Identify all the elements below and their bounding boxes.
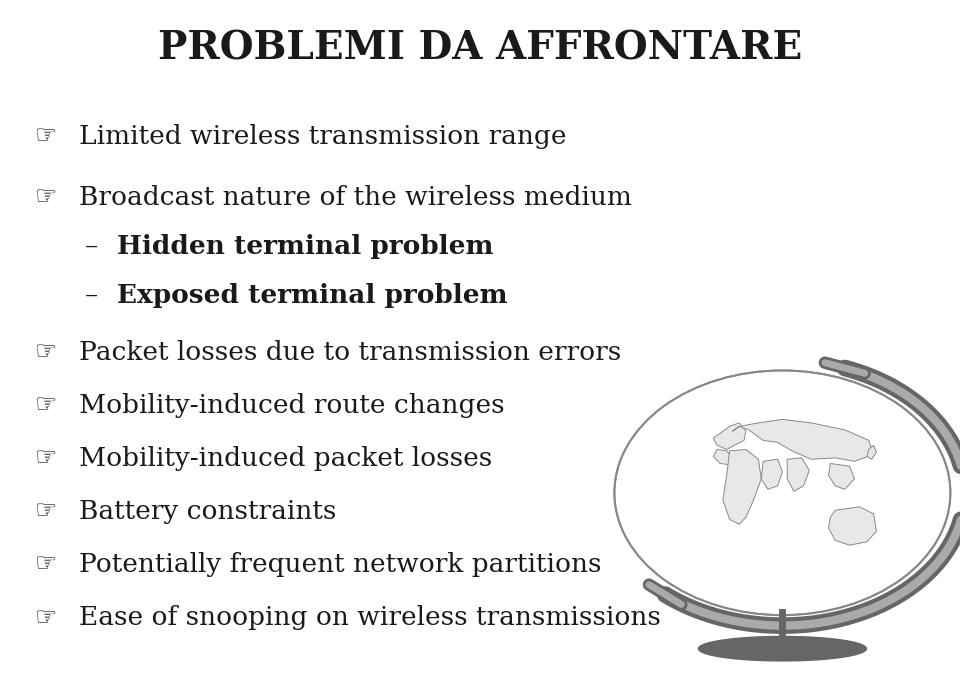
PathPatch shape [867, 445, 876, 459]
PathPatch shape [828, 463, 854, 489]
PathPatch shape [713, 423, 746, 449]
Text: ☞: ☞ [35, 394, 58, 417]
Text: Potentially frequent network partitions: Potentially frequent network partitions [79, 552, 601, 577]
PathPatch shape [787, 458, 809, 491]
PathPatch shape [828, 507, 876, 545]
Text: Broadcast nature of the wireless medium: Broadcast nature of the wireless medium [79, 185, 632, 210]
Text: Exposed terminal problem: Exposed terminal problem [117, 283, 508, 308]
Text: ☞: ☞ [35, 553, 58, 577]
Text: PROBLEMI DA AFFRONTARE: PROBLEMI DA AFFRONTARE [157, 30, 803, 68]
Text: Packet losses due to transmission errors: Packet losses due to transmission errors [79, 340, 621, 365]
Text: Ease of snooping on wireless transmissions: Ease of snooping on wireless transmissio… [79, 605, 660, 630]
Text: ☞: ☞ [35, 340, 58, 364]
Text: –: – [84, 234, 98, 259]
Text: ☞: ☞ [35, 447, 58, 470]
Text: –: – [84, 283, 98, 308]
PathPatch shape [761, 459, 782, 489]
Text: Hidden terminal problem: Hidden terminal problem [117, 234, 493, 259]
Text: ☞: ☞ [35, 500, 58, 524]
Text: ☞: ☞ [35, 124, 58, 148]
Text: ☞: ☞ [35, 606, 58, 630]
PathPatch shape [713, 449, 732, 465]
Text: Mobility-induced packet losses: Mobility-induced packet losses [79, 446, 492, 471]
Polygon shape [699, 637, 866, 661]
Text: Battery constraints: Battery constraints [79, 499, 336, 524]
Circle shape [614, 370, 950, 615]
PathPatch shape [732, 419, 874, 461]
Text: Mobility-induced route changes: Mobility-induced route changes [79, 393, 504, 418]
Text: Limited wireless transmission range: Limited wireless transmission range [79, 124, 566, 149]
Text: ☞: ☞ [35, 185, 58, 209]
PathPatch shape [723, 449, 761, 524]
